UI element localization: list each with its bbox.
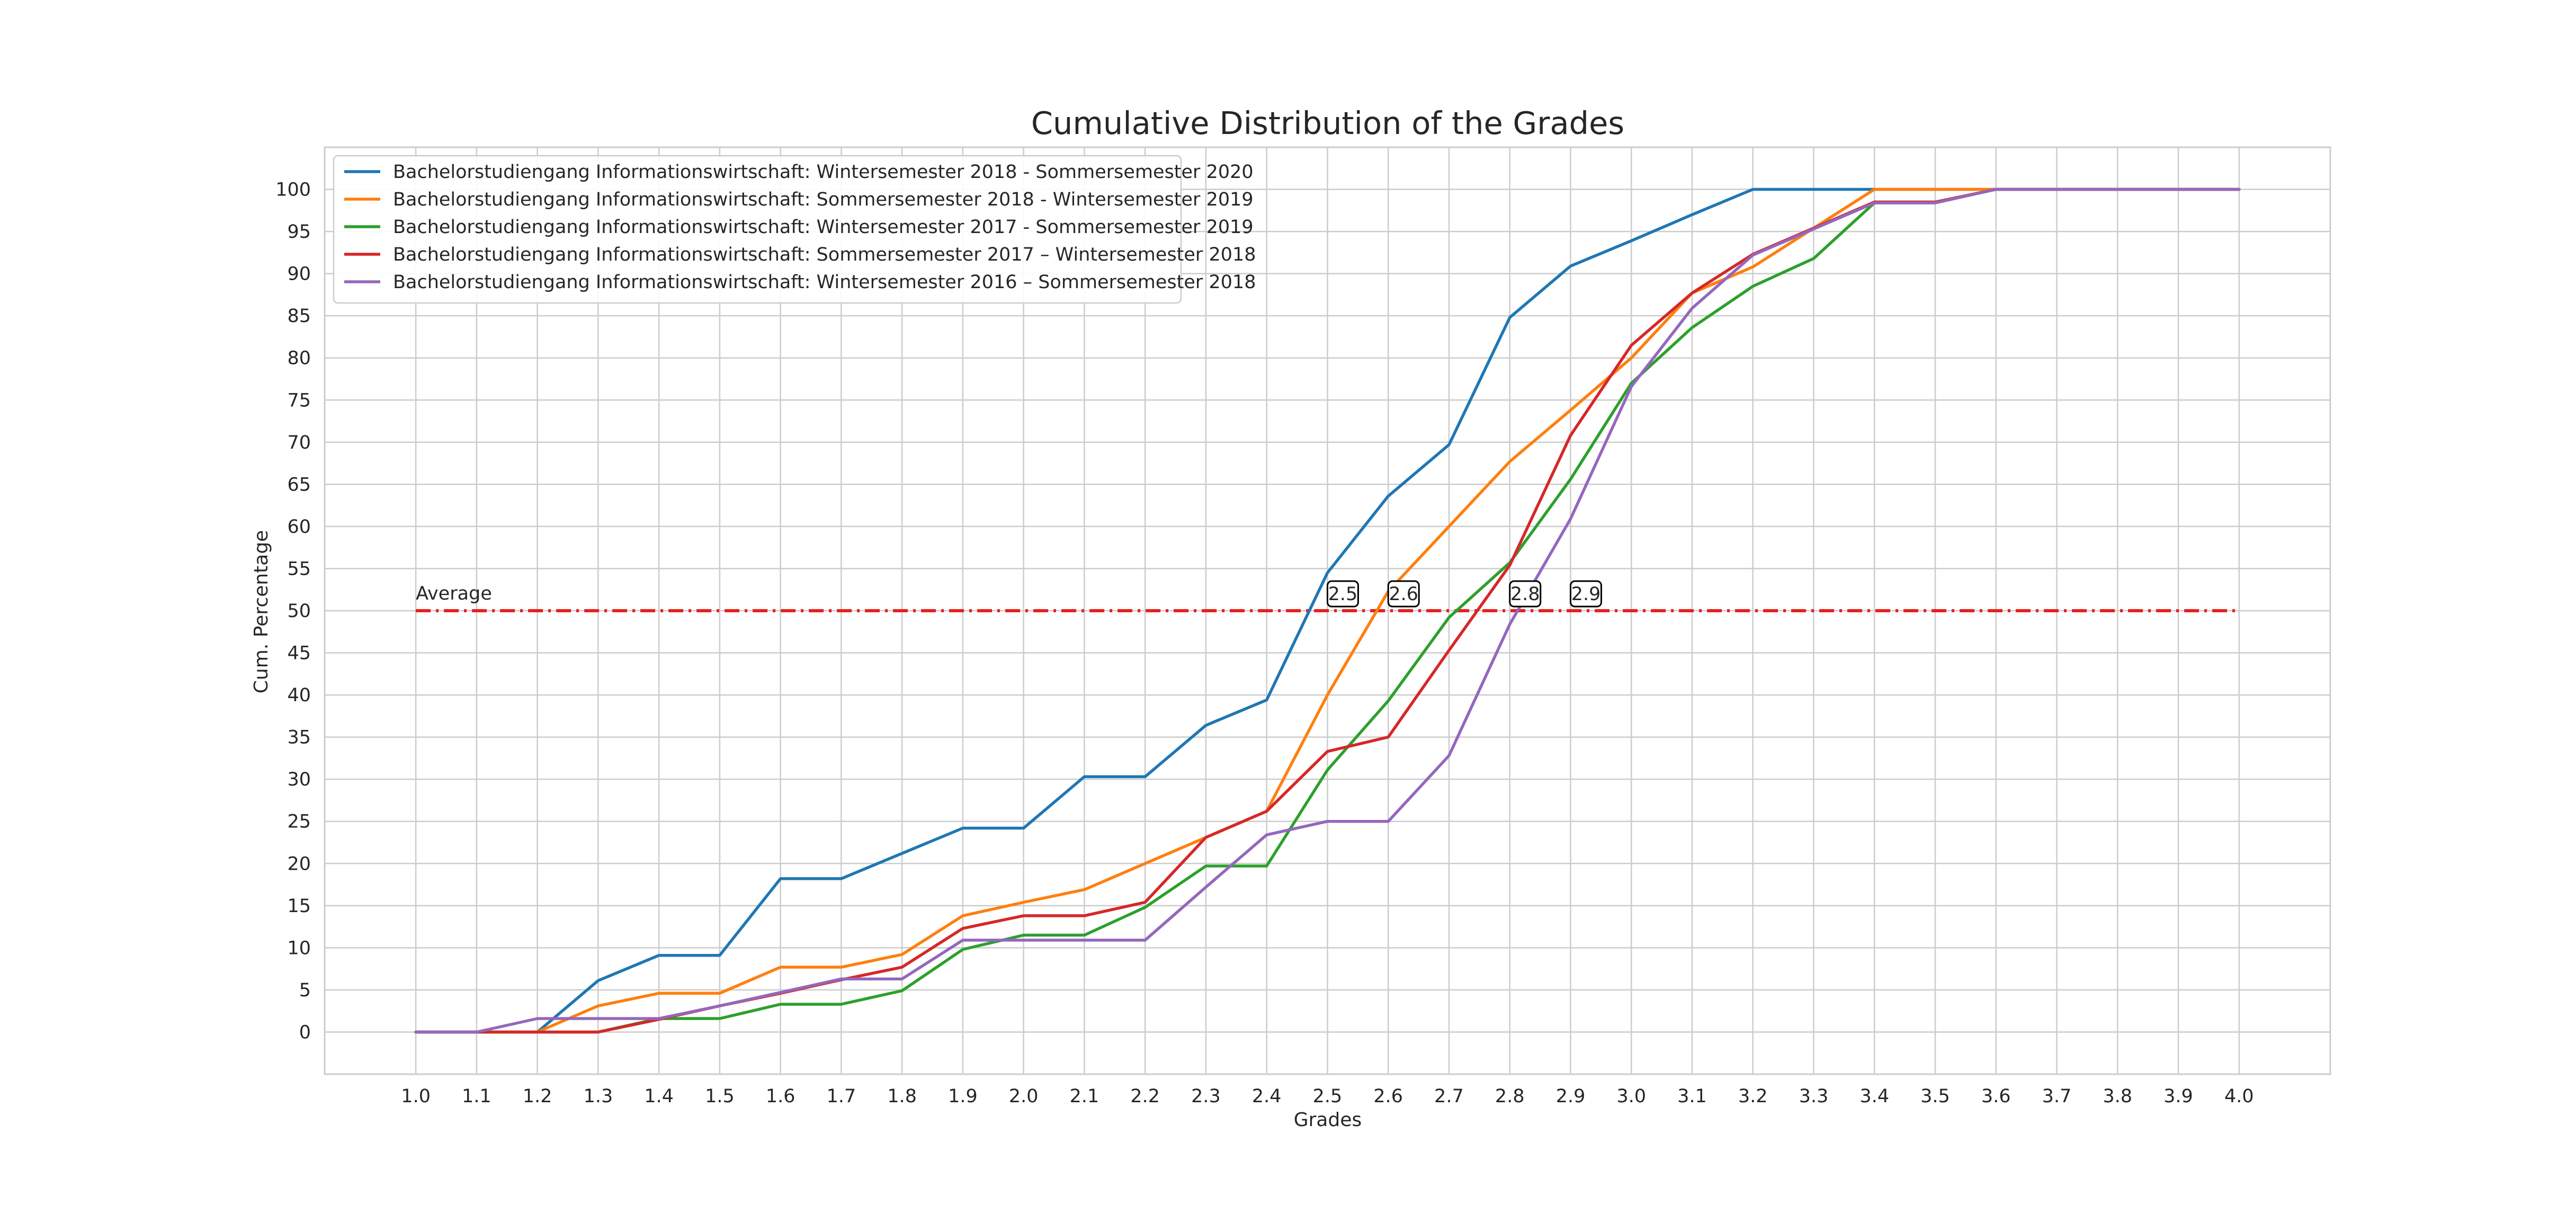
- series-group: [414, 188, 2241, 1034]
- y-tick-label: 75: [287, 390, 311, 411]
- y-tick-label: 0: [299, 1022, 311, 1043]
- x-tick-label: 3.9: [2163, 1086, 2193, 1107]
- annotation-frame: [1387, 580, 1420, 608]
- x-tick-label: 1.4: [644, 1086, 674, 1107]
- x-tick-label: 2.2: [1130, 1086, 1160, 1107]
- x-tick-label: 3.0: [1616, 1086, 1646, 1107]
- x-tick-label: 1.8: [887, 1086, 917, 1107]
- x-tick-label: 1.1: [462, 1086, 491, 1107]
- legend-label: Bachelorstudiengang Informationswirtscha…: [393, 162, 1254, 183]
- x-tick-label: 4.0: [2224, 1086, 2254, 1107]
- x-tick-label: 3.4: [1859, 1086, 1889, 1107]
- legend: Bachelorstudiengang Informationswirtscha…: [333, 155, 1256, 304]
- annotation-label: 2.9: [1571, 584, 1601, 605]
- annotations-group: 2.5 2.6 2.8 2.9: [1327, 580, 1603, 608]
- y-tick-label: 15: [287, 896, 311, 917]
- annotation-label: 2.8: [1510, 584, 1540, 605]
- annotation-frame: [1570, 580, 1603, 608]
- legend-item: Bachelorstudiengang Informationswirtscha…: [344, 189, 1254, 210]
- average-label: Average: [416, 583, 492, 604]
- annotation-frame: [1327, 580, 1359, 608]
- annotation-label: 2.5: [1328, 584, 1358, 605]
- annotation-label: 2.6: [1389, 584, 1418, 605]
- x-tick-label: 2.8: [1495, 1086, 1525, 1107]
- y-tick-label: 45: [287, 643, 311, 664]
- x-tick-label: 3.7: [2042, 1086, 2072, 1107]
- x-tick-label: 2.6: [1373, 1086, 1403, 1107]
- y-tick-label: 90: [287, 264, 311, 285]
- legend-label: Bachelorstudiengang Informationswirtscha…: [393, 244, 1256, 265]
- x-tick-label: 1.0: [401, 1086, 431, 1107]
- reference-line-group: Average: [416, 583, 2239, 612]
- x-tick-label: 2.5: [1313, 1086, 1343, 1107]
- x-tick-label: 3.1: [1677, 1086, 1707, 1107]
- y-tick-label: 50: [287, 601, 311, 622]
- legend-item: Bachelorstudiengang Informationswirtscha…: [344, 272, 1256, 293]
- x-tick-label: 2.7: [1434, 1086, 1464, 1107]
- x-tick-label: 1.9: [948, 1086, 978, 1107]
- legend-frame: [333, 155, 1182, 304]
- y-tick-label: 55: [287, 558, 311, 579]
- y-axis-label: Cum. Percentage: [251, 530, 272, 693]
- y-tick-label: 10: [287, 938, 311, 959]
- x-tick-label: 3.5: [1920, 1086, 1950, 1107]
- y-tick-label: 25: [287, 811, 311, 833]
- y-tick-label: 60: [287, 516, 311, 538]
- annotation-box: 2.5: [1327, 580, 1359, 608]
- x-tick-label: 1.5: [705, 1086, 735, 1107]
- y-tick-label: 5: [299, 980, 311, 1001]
- x-tick-label: 3.3: [1799, 1086, 1829, 1107]
- x-tick-label: 3.2: [1738, 1086, 1768, 1107]
- y-tick-label: 65: [287, 474, 311, 495]
- x-tick-label: 3.8: [2103, 1086, 2133, 1107]
- tick-labels: 1.0 1.1 1.2 1.3 1.4 1.5 1.6 1.7 1.8 1.9 2.0 2.1 2.2 2…: [275, 180, 2254, 1107]
- x-tick-label: 2.0: [1009, 1086, 1039, 1107]
- x-tick-label: 2.4: [1252, 1086, 1282, 1107]
- x-tick-label: 1.2: [523, 1086, 552, 1107]
- x-tick-label: 1.3: [584, 1086, 613, 1107]
- series-line-5: [414, 188, 2241, 1034]
- legend-item: Bachelorstudiengang Informationswirtscha…: [344, 244, 1256, 265]
- annotation-box: 2.9: [1570, 580, 1603, 608]
- x-tick-label: 2.3: [1191, 1086, 1221, 1107]
- legend-item: Bachelorstudiengang Informationswirtscha…: [344, 217, 1254, 238]
- x-tick-label: 1.6: [766, 1086, 795, 1107]
- x-tick-label: 2.1: [1070, 1086, 1099, 1107]
- chart-title: Cumulative Distribution of the Grades: [1031, 105, 1624, 141]
- y-tick-label: 70: [287, 432, 311, 453]
- y-tick-label: 20: [287, 853, 311, 874]
- annotation-box: 2.6: [1387, 580, 1420, 608]
- legend-label: Bachelorstudiengang Informationswirtscha…: [393, 217, 1254, 238]
- legend-item: Bachelorstudiengang Informationswirtscha…: [344, 162, 1254, 183]
- y-tick-label: 95: [287, 221, 311, 243]
- series-line-2: [414, 188, 2241, 1034]
- legend-label: Bachelorstudiengang Informationswirtscha…: [393, 189, 1254, 210]
- annotation-frame: [1509, 580, 1542, 608]
- y-tick-label: 100: [275, 180, 311, 201]
- x-tick-label: 1.7: [827, 1086, 856, 1107]
- y-tick-label: 30: [287, 769, 311, 790]
- plot-frame: [324, 146, 2331, 1075]
- annotation-box: 2.8: [1509, 580, 1542, 608]
- x-tick-label: 2.9: [1556, 1086, 1586, 1107]
- y-tick-label: 35: [287, 727, 311, 748]
- x-axis-label: Grades: [1294, 1109, 1362, 1131]
- y-tick-label: 85: [287, 306, 311, 327]
- y-tick-label: 40: [287, 685, 311, 706]
- legend-label: Bachelorstudiengang Informationswirtscha…: [393, 272, 1256, 293]
- y-tick-label: 80: [287, 348, 311, 369]
- x-tick-label: 3.6: [1981, 1086, 2011, 1107]
